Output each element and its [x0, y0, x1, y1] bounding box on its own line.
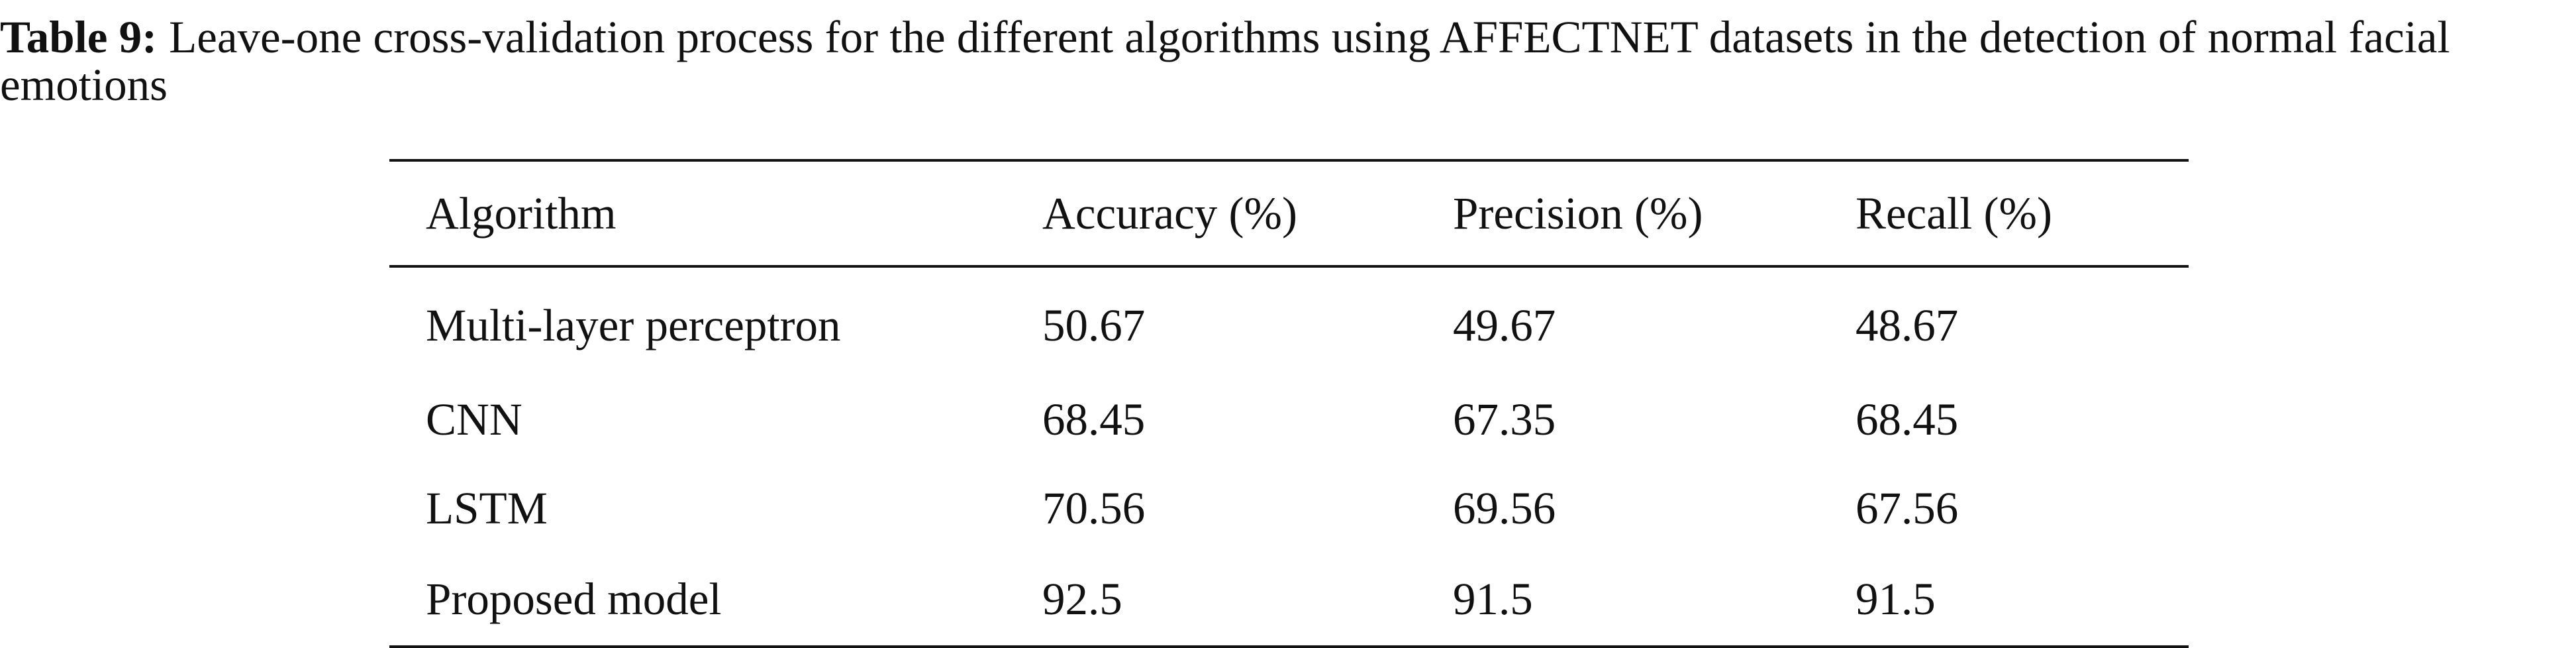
- value-cell: 67.35: [1453, 394, 1556, 445]
- table-row: CNN 68.45 67.35 68.45: [389, 375, 2189, 464]
- value-cell: 48.67: [1856, 299, 1959, 351]
- algorithm-cell: Proposed model: [426, 573, 722, 624]
- table-row: LSTM 70.56 69.56 67.56: [389, 464, 2189, 553]
- value-cell: 92.5: [1042, 573, 1122, 624]
- value-cell: 70.56: [1042, 482, 1146, 533]
- header-cell: Recall (%): [1856, 188, 2052, 239]
- header-cell: Accuracy (%): [1042, 188, 1297, 239]
- value-cell: 68.45: [1042, 394, 1146, 445]
- table-row: Proposed model 92.5 91.5 91.5: [389, 553, 2189, 647]
- value-cell: 49.67: [1453, 299, 1556, 351]
- header-cell: Precision (%): [1453, 188, 1703, 239]
- table-row: Multi-layer perceptron 50.67 49.67 48.67: [389, 266, 2189, 375]
- algorithm-cell: Multi-layer perceptron: [426, 299, 841, 351]
- caption-text: Leave-one cross-validation process for t…: [0, 12, 2450, 110]
- value-cell: 67.56: [1856, 482, 1959, 533]
- algorithm-cell: CNN: [426, 394, 522, 445]
- table-body: Multi-layer perceptron 50.67 49.67 48.67 CNN…: [389, 266, 2189, 647]
- caption-label: Table 9:: [0, 12, 158, 62]
- value-cell: 50.67: [1042, 299, 1146, 351]
- value-cell: 91.5: [1453, 573, 1533, 624]
- results-table: Algorithm Accuracy (%) Precision (%) Recall…: [389, 159, 2189, 648]
- value-cell: 68.45: [1856, 394, 1959, 445]
- value-cell: 69.56: [1453, 482, 1556, 533]
- value-cell: 91.5: [1856, 573, 1936, 624]
- table-caption: Table 9: Leave-one cross-validation proce…: [0, 13, 2576, 109]
- header-row: Algorithm Accuracy (%) Precision (%) Recall…: [389, 160, 2189, 266]
- header-cell: Algorithm: [426, 188, 617, 239]
- algorithm-cell: LSTM: [426, 482, 548, 533]
